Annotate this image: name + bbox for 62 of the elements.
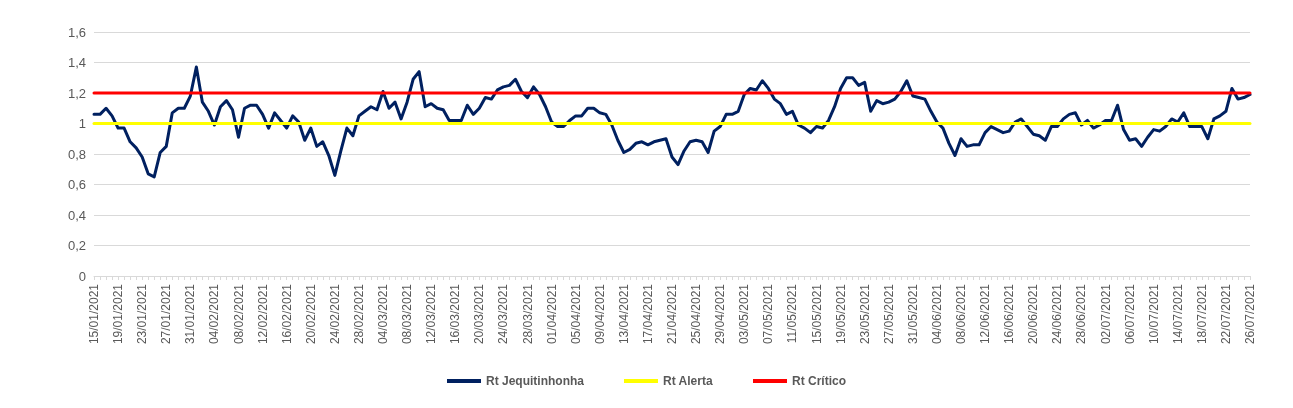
x-tick-label: 05/04/2021 bbox=[568, 283, 583, 345]
legend-label: Rt Alerta bbox=[662, 374, 713, 388]
x-tick-label: 02/07/2021 bbox=[1098, 283, 1113, 345]
x-tick-label: 11/05/2021 bbox=[785, 283, 800, 344]
y-tick-label: 0,4 bbox=[67, 207, 86, 223]
x-tick-label: 16/06/2021 bbox=[1002, 283, 1017, 345]
x-tick-label: 03/05/2021 bbox=[737, 283, 752, 345]
x-tick-label: 15/05/2021 bbox=[809, 283, 824, 345]
y-tick-label: 1,4 bbox=[67, 55, 86, 70]
x-tick-label: 13/04/2021 bbox=[616, 283, 631, 345]
x-tick-label: 29/04/2021 bbox=[713, 283, 728, 345]
y-tick-label: 0 bbox=[78, 268, 86, 284]
y-tick-label: 1,2 bbox=[67, 85, 86, 101]
legend-label: Rt Crítico bbox=[792, 374, 846, 388]
x-tick-label: 12/02/2021 bbox=[255, 283, 270, 345]
x-tick-label: 19/05/2021 bbox=[833, 283, 848, 345]
x-tick-label: 27/05/2021 bbox=[881, 283, 896, 345]
x-tick-label: 17/04/2021 bbox=[640, 283, 655, 345]
x-tick-label: 04/06/2021 bbox=[929, 283, 944, 345]
x-tick-label: 24/06/2021 bbox=[1050, 283, 1065, 345]
x-tick-label: 08/06/2021 bbox=[954, 283, 968, 345]
x-tick-label: 25/04/2021 bbox=[689, 283, 704, 345]
x-tick-label: 18/07/2021 bbox=[1194, 283, 1209, 345]
x-tick-label: 23/01/2021 bbox=[135, 283, 150, 345]
x-tick-label: 28/02/2021 bbox=[351, 283, 366, 345]
y-tick-label: 0,6 bbox=[67, 177, 86, 192]
x-tick-label: 12/06/2021 bbox=[978, 283, 993, 345]
x-tick-label: 26/07/2021 bbox=[1243, 283, 1257, 345]
x-tick-label: 10/07/2021 bbox=[1146, 283, 1161, 345]
x-tick-label: 14/07/2021 bbox=[1170, 283, 1185, 345]
x-tick-label: 04/03/2021 bbox=[376, 283, 390, 345]
x-tick-label: 12/03/2021 bbox=[424, 283, 439, 345]
y-tick-label: 1 bbox=[78, 116, 86, 131]
x-tick-label: 20/02/2021 bbox=[303, 283, 318, 345]
x-tick-label: 28/06/2021 bbox=[1074, 283, 1089, 345]
x-tick-label: 31/05/2021 bbox=[905, 283, 920, 345]
x-tick-label: 24/03/2021 bbox=[496, 283, 511, 345]
y-tick-label: 1,6 bbox=[67, 24, 86, 40]
x-tick-label: 16/02/2021 bbox=[279, 283, 294, 345]
line-series bbox=[92, 65, 1252, 179]
y-tick-label: 0,2 bbox=[67, 238, 86, 253]
legend-label: Rt Jequitinhonha bbox=[486, 374, 585, 388]
x-tick-label: 07/05/2021 bbox=[761, 283, 776, 345]
x-tick-label: 08/02/2021 bbox=[231, 283, 246, 345]
x-tick-label: 24/02/2021 bbox=[327, 283, 342, 345]
x-tick-label: 04/02/2021 bbox=[207, 283, 222, 345]
x-tick-label: 15/01/2021 bbox=[87, 283, 101, 345]
x-tick-label: 27/01/2021 bbox=[159, 283, 174, 345]
x-tick-label: 20/06/2021 bbox=[1026, 283, 1041, 345]
x-tick-label: 20/03/2021 bbox=[472, 283, 487, 345]
x-tick-label: 23/05/2021 bbox=[857, 283, 872, 345]
x-tick-label: 28/03/2021 bbox=[520, 283, 535, 345]
x-tick-label: 19/01/2021 bbox=[111, 283, 126, 345]
x-tick-label: 22/07/2021 bbox=[1218, 283, 1233, 345]
x-tick-label: 08/03/2021 bbox=[400, 283, 415, 345]
x-tick-label: 16/03/2021 bbox=[448, 283, 463, 345]
y-tick-label: 0,8 bbox=[67, 146, 86, 162]
x-tick-label: 21/04/2021 bbox=[665, 283, 679, 345]
x-tick-label: 31/01/2021 bbox=[183, 283, 198, 345]
x-tick-label: 06/07/2021 bbox=[1122, 283, 1137, 345]
x-tick-label: 09/04/2021 bbox=[592, 283, 607, 345]
x-tick-label: 01/04/2021 bbox=[544, 283, 559, 345]
